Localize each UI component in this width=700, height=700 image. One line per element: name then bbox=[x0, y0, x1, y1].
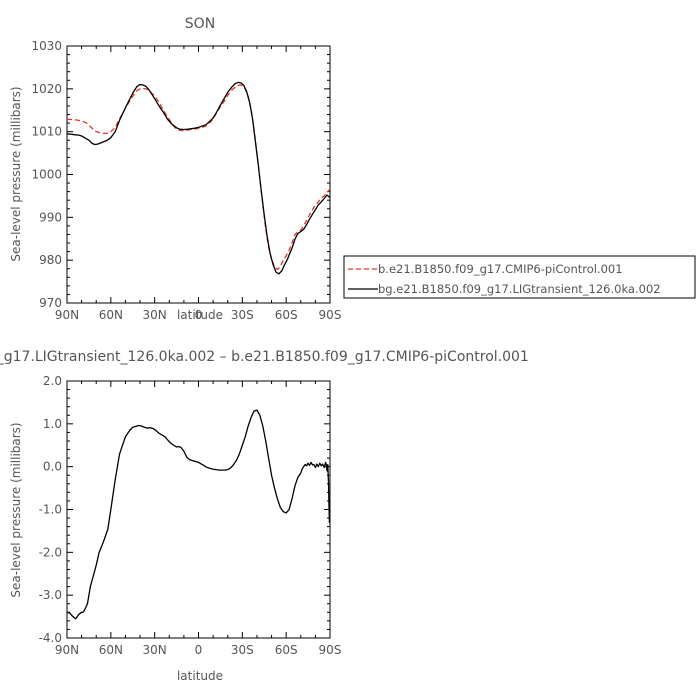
bottom-y-tick-label: -2.0 bbox=[39, 545, 62, 559]
bottom-xlabel: latitude bbox=[177, 669, 223, 683]
top-y-tick-label: 1010 bbox=[31, 125, 62, 139]
bottom-series-line-0 bbox=[66, 409, 331, 620]
bottom-x-tick-label: 30N bbox=[143, 643, 167, 657]
bottom-plot-area: 90N 60N 30N 0 30S 60S 90S -4.0 -3.0 -2.0 -1.0 0.0 1.… bbox=[39, 374, 342, 657]
bottom-ylabel: Sea-level pressure (millibars) bbox=[9, 422, 23, 597]
top-y-tick-label: 1000 bbox=[31, 168, 62, 182]
bottom-y-tick-label: 0.0 bbox=[43, 460, 62, 474]
bottom-x-tick-label: 90S bbox=[319, 643, 342, 657]
top-y-tick-label: 1020 bbox=[31, 82, 62, 96]
bottom-y-tick-label: 2.0 bbox=[43, 374, 62, 388]
top-y-tick-label: 980 bbox=[39, 253, 62, 267]
bottom-y-tick-label: -1.0 bbox=[39, 503, 62, 517]
bottom-y-tick-label: -3.0 bbox=[39, 588, 62, 602]
top-legend: b.e21.B1850.f09_g17.CMIP6-piControl.001b… bbox=[343, 255, 696, 299]
bottom-x-tick-label: 0 bbox=[195, 643, 203, 657]
bottom-y-tick-label: -4.0 bbox=[39, 631, 62, 645]
bottom-panel: bg.e21.B1850.f09_g17.LIGtransient_126.0k… bbox=[0, 349, 529, 683]
top-x-tick-label: 60S bbox=[275, 308, 298, 322]
top-ylabel: Sea-level pressure (millibars) bbox=[9, 86, 23, 261]
top-y-tick-label: 990 bbox=[39, 210, 62, 224]
top-chart-title: SON bbox=[185, 16, 215, 32]
top-xlabel: latitude bbox=[177, 308, 223, 322]
top-x-tick-label: 30S bbox=[231, 308, 254, 322]
top-y-tick-label: 1030 bbox=[31, 39, 62, 53]
bottom-x-tick-label: 30S bbox=[231, 643, 254, 657]
bottom-x-tick-label: 90N bbox=[55, 643, 79, 657]
top-series-line-0 bbox=[66, 84, 331, 271]
legend-label-1: bg.e21.B1850.f09_g17.LIGtransient_126.0k… bbox=[378, 282, 661, 296]
top-x-tick-label: 60N bbox=[99, 308, 123, 322]
top-x-tick-label: 90N bbox=[55, 308, 79, 322]
top-x-tick-label: 0 bbox=[195, 308, 203, 322]
top-frame bbox=[66, 45, 331, 304]
top-plot-area: 90N 60N 30N 0 30S 60S 90S 970 980 990 1000 1010 1020… bbox=[31, 39, 341, 322]
legend-label-0: b.e21.B1850.f09_g17.CMIP6-piControl.001 bbox=[378, 262, 623, 276]
top-x-tick-label: 90S bbox=[319, 308, 342, 322]
legend-box bbox=[343, 255, 696, 299]
top-panel: SON 90N 60N 30N 0 30S 60S 90S 970 980 990 1000 1010… bbox=[9, 16, 696, 322]
bottom-y-tick-label: 1.0 bbox=[43, 417, 62, 431]
top-x-tick-label: 30N bbox=[143, 308, 167, 322]
bottom-x-tick-label: 60S bbox=[275, 643, 298, 657]
bottom-frame bbox=[66, 380, 331, 639]
top-y-tick-label: 970 bbox=[39, 296, 62, 310]
top-series-line-1 bbox=[66, 81, 331, 275]
bottom-chart-title: bg.e21.B1850.f09_g17.LIGtransient_126.0k… bbox=[0, 349, 529, 365]
bottom-x-tick-label: 60N bbox=[99, 643, 123, 657]
